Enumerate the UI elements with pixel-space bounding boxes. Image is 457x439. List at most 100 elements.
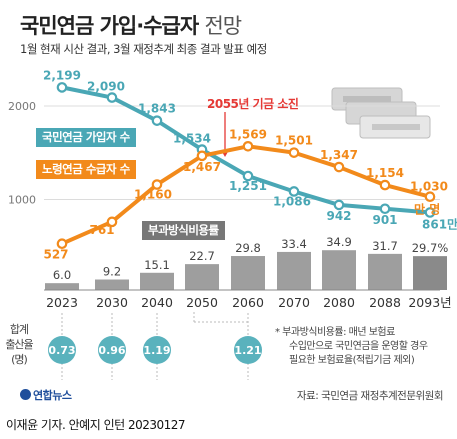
tfr-circle [143,336,171,364]
series-value-recipients: 1,347 [320,148,358,162]
x-tick-label: 2023 [46,295,78,310]
fertility-rate-row: 0.73 0.96 1.19 1.21 [48,313,262,380]
series-value-recipients: 1,030 [410,180,448,194]
series-point-recipients [379,179,391,191]
tfr-value: 0.73 [48,344,75,357]
tfr-circle [234,336,262,364]
recipients-unit-label: 만 명 [414,202,440,217]
fertility-rate-label: 합계 출산율 (명) [2,322,36,367]
footnote-line: * 부과방식비용률: 매년 보험료 [275,327,395,338]
series-point-subscribers [288,186,300,197]
footnote-line: 수입만으로 국민연금을 운영할 경우 필요한 보험료율(적립기금 제외) [275,340,455,368]
series-value-recipients: 1,467 [183,160,221,174]
series-point-recipients [424,191,436,202]
footnote-line: 필요한 보험료율(적립기금 제외) [289,355,415,366]
series-points [56,82,436,250]
grid-lines [44,105,440,200]
cost-ratio-bar [368,253,402,290]
publisher-logo: 연합뉴스 [20,387,72,403]
series-value-subscribers: 901 [372,213,397,227]
series-point-recipients [242,140,254,152]
cost-ratio-value: 33.4 [281,237,307,251]
series-point-subscribers [106,92,118,103]
cost-ratio-value: 29.7% [412,241,449,255]
legend-recipients: 노령연금 수급자 수 [36,160,136,179]
series-point-labels: 2,199 2,090 1,843 1,534 1,251 1,086 942 901 861만… [43,68,457,261]
source-credit: 자료: 국민연금 재정추계전문위원회 [296,390,444,402]
series-value-subscribers: 942 [326,209,351,223]
tfr-circle [98,336,126,364]
series-point-recipients [333,161,345,173]
series-value-recipients: 761 [89,223,114,237]
money-band [343,96,391,102]
series-value-recipients: 527 [43,248,68,262]
author-credit: 이재윤 기자. 안예지 인턴 20230127 [6,418,186,432]
cost-ratio-bar [277,251,311,290]
legend-subscribers: 국민연금 가입자 수 [36,128,136,147]
y-tick-label: 1000 [8,194,36,207]
series-point-recipients [56,238,68,250]
cost-ratio-value: 29.8 [235,241,261,255]
series-value-recipients: 1,160 [134,188,172,202]
footnote-line: 수입만으로 국민연금을 운영할 경우 [289,341,428,352]
title-main: 국민연금 가입·수급자 [20,14,199,38]
logo-text: 연합뉴스 [33,389,72,402]
cost-ratio-value: 31.7 [372,239,398,253]
series-point-recipients [288,147,300,158]
x-tick-label: 2050 [186,295,218,310]
x-tick-label: 2030 [96,295,128,310]
cost-ratio-bar [140,272,174,290]
logo-mark-icon [20,389,31,400]
cost-ratio-bar [95,279,129,290]
series-value-subscribers: 1,086 [273,194,311,208]
series-point-subscribers [56,82,68,93]
series-value-subscribers: 2,199 [43,68,81,82]
fund-depletion-label: 2055년 기금 소진 [207,97,299,111]
x-tick-label: 2088 [369,295,401,310]
cost-ratio-bar [45,283,79,290]
cost-ratio-value: 15.1 [144,258,170,272]
x-tick-label: 2060 [232,295,264,310]
tfr-value: 0.96 [98,344,125,357]
series-value-subscribers: 861만 명 [422,216,457,231]
cost-ratio-bar [413,256,447,290]
cost-ratio-value: 34.9 [326,235,352,249]
cost-ratio-bar [322,250,356,290]
x-axis: 2023 2030 2040 2050 2060 2070 2080 2088 2093년 [44,289,452,310]
series-point-recipients [151,179,163,190]
footnote: * 부과방식비용률: 매년 보험료 수입만으로 국민연금을 운영할 경우 필요한… [275,326,455,368]
money-stack-illustration [331,87,431,139]
series-value-subscribers: 1,843 [138,102,176,116]
series-value-subscribers: 1,251 [229,179,267,193]
series-point-recipients [196,150,208,162]
x-tick-label: 2070 [278,295,310,310]
series-value-recipients: 1,154 [366,166,404,180]
series-value-recipients: 1,501 [275,134,313,148]
legend-cost-ratio: 부과방식비용률 [142,221,225,240]
subtitle: 1월 현재 시산 결과, 3월 재정추계 최종 결과 발표 예정 [20,42,267,56]
tfr-label-line: 합계 [9,323,29,336]
infographic-card: 국민연금 가입·수급자 전망 1월 현재 시산 결과, 3월 재정추계 최종 결… [2,14,457,403]
y-tick-label: 2000 [8,100,36,113]
series-value-subscribers: 2,090 [87,80,125,94]
ratio-bar-labels: 6.0 9.2 15.1 22.7 29.8 33.4 34.9 31.7 29.7% [53,235,448,282]
series-point-subscribers [242,170,254,182]
series-point-subscribers [379,203,391,215]
cost-ratio-value: 9.2 [103,265,121,279]
money-band [372,124,420,130]
x-tick-label: 2040 [141,295,173,310]
tfr-label-line: 출산율 [5,338,33,351]
series-point-recipients [106,216,118,228]
series-point-subscribers [424,207,436,218]
y-axis-ticks: 1000 2000 [8,100,36,207]
series-value-recipients: 1,569 [229,127,267,141]
tfr-label-line: (명) [11,353,28,366]
cost-ratio-value: 22.7 [189,249,215,263]
tfr-value: 1.19 [143,344,170,357]
ratio-bars [45,250,447,290]
x-tick-label: 2080 [323,295,355,310]
title-suffix: 전망 [204,14,242,38]
tfr-value: 1.21 [234,344,261,357]
x-tick-label: 2093년 [408,295,451,310]
